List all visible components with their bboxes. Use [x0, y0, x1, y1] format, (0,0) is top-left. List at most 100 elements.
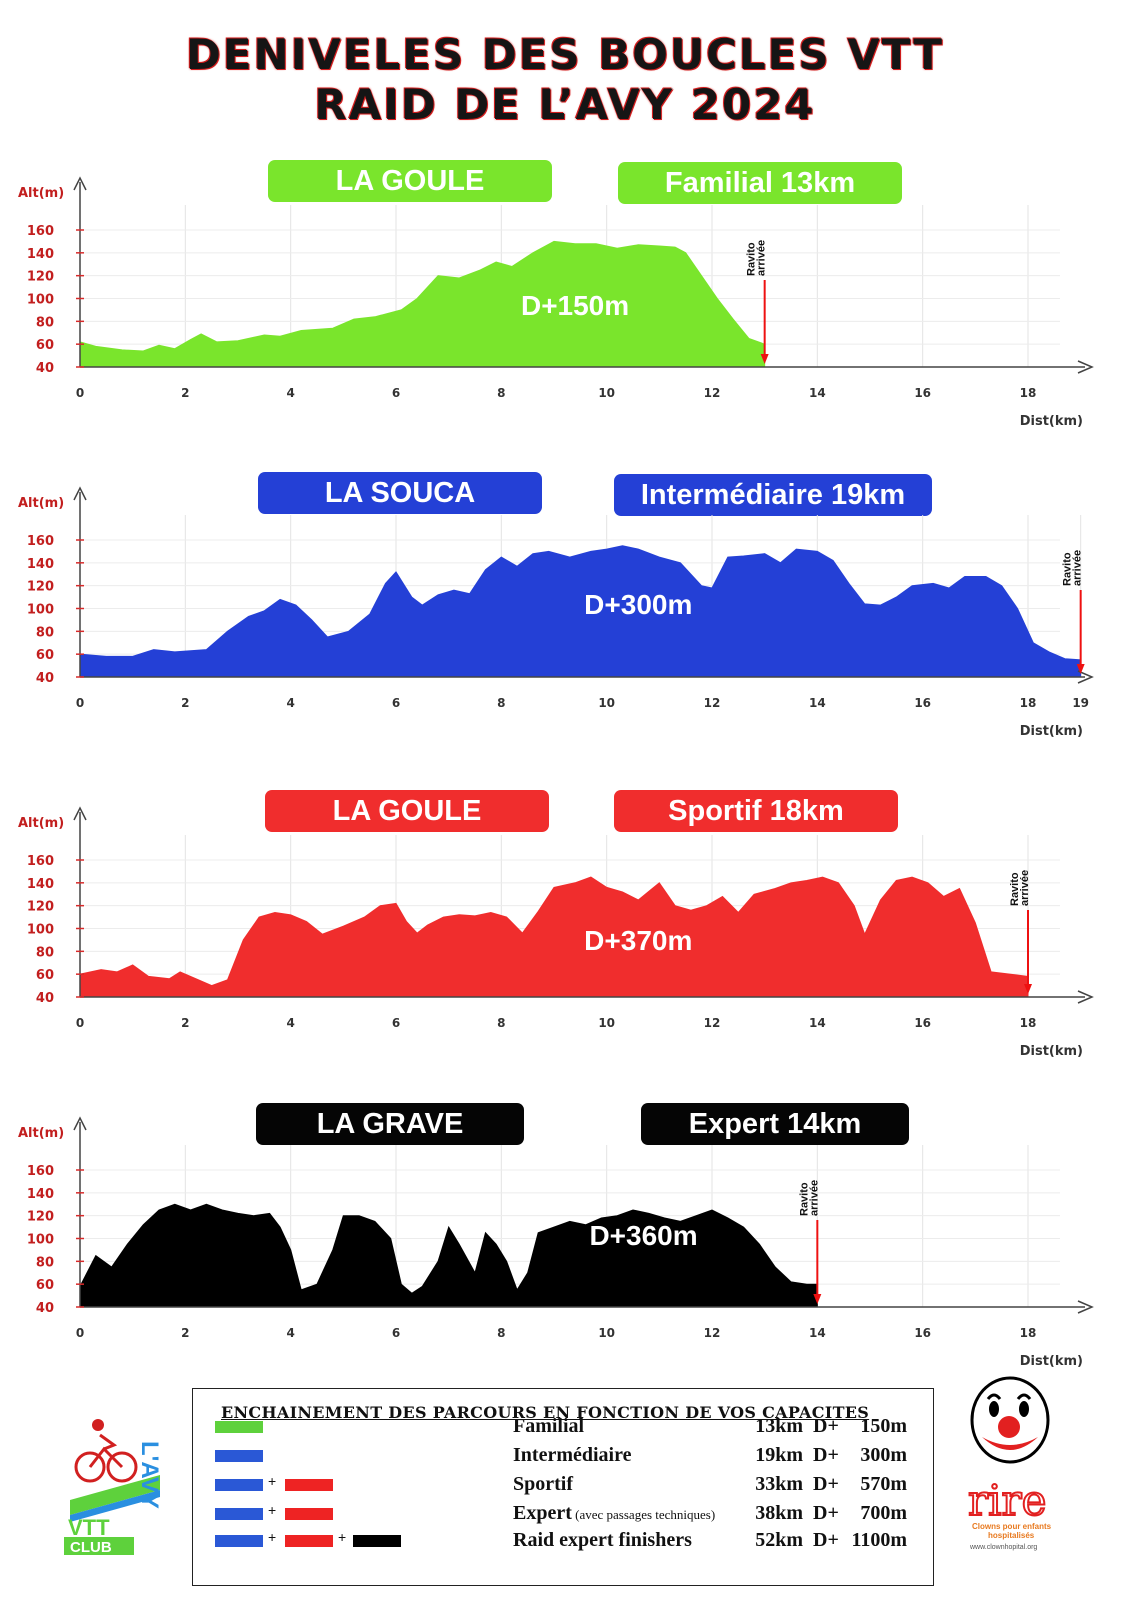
- elevation-gain-label: D+150m: [521, 290, 629, 321]
- loop-name-pill: LA GRAVE: [256, 1103, 524, 1145]
- elevation-area: [79, 545, 1082, 678]
- ravito-label: Ravitoarrivée: [1062, 550, 1084, 586]
- x-axis-label: Dist(km): [1020, 1354, 1083, 1369]
- x-tick-label: 2: [181, 696, 189, 710]
- y-tick-label: 160: [27, 534, 54, 549]
- x-tick-label: 6: [392, 1326, 400, 1340]
- y-tick-label: 40: [36, 1301, 54, 1316]
- legend-course-name: Raid expert finishers: [513, 1529, 692, 1551]
- y-tick-label: 80: [36, 315, 54, 330]
- legend-elevation: 570m: [860, 1473, 907, 1495]
- level-pill: Familial 13km: [618, 162, 902, 204]
- plus-sign: +: [338, 1529, 347, 1545]
- blue-course-bar: [215, 1479, 263, 1491]
- x-tick-label: 8: [497, 696, 505, 710]
- ravito-arrow-icon: [1024, 984, 1032, 994]
- x-tick-label: 4: [286, 696, 294, 710]
- x-tick-label: 19: [1072, 696, 1089, 710]
- x-tick-label: 0: [76, 1016, 84, 1030]
- ravito-label: Ravitoarrivée: [798, 1180, 820, 1216]
- y-tick-label: 140: [27, 557, 54, 572]
- y-axis-arrow-icon: [73, 486, 87, 501]
- x-tick-label: 2: [181, 386, 189, 400]
- x-axis-arrow-icon: [1077, 1300, 1094, 1314]
- legend-distance: 52km: [755, 1529, 803, 1551]
- y-tick-label: 40: [36, 671, 54, 686]
- legend-row: + Expert (avec passages techniques) 38km D+…: [193, 1502, 933, 1528]
- y-tick-label: 120: [27, 1210, 54, 1225]
- y-tick-label: 160: [27, 854, 54, 869]
- legend-course-name: Intermédiaire: [513, 1444, 632, 1466]
- y-axis-label: Alt(m): [18, 1126, 64, 1141]
- y-tick-label: 100: [27, 1233, 54, 1248]
- legend-dplus: D+: [813, 1502, 839, 1524]
- elevation-gain-label: D+370m: [584, 925, 692, 956]
- y-tick-label: 140: [27, 1187, 54, 1202]
- x-tick-label: 14: [809, 1016, 826, 1030]
- plus-sign: +: [268, 1502, 277, 1518]
- legend-row: Intermédiaire 19km D+ 300m: [193, 1444, 933, 1470]
- elevation-chart: 40 60 80 100 120 140 160 0 2 4 6 8 10 12 14 16 18 Alt(m) D…: [18, 806, 1094, 1059]
- rire-tagline-1: Clowns pour enfants: [972, 1522, 1052, 1531]
- x-tick-label: 0: [76, 696, 84, 710]
- x-axis-arrow-icon: [1077, 360, 1094, 374]
- y-tick-label: 100: [27, 603, 54, 618]
- plus-sign: +: [268, 1473, 277, 1489]
- x-tick-label: 8: [497, 1326, 505, 1340]
- y-axis-arrow-icon: [73, 806, 87, 821]
- x-tick-label: 14: [809, 696, 826, 710]
- x-tick-label: 0: [76, 1326, 84, 1340]
- blue-course-bar: [215, 1508, 263, 1520]
- elevation-chart: 40 60 80 100 120 140 160 0 2 4 6 8 10 12 14 16 18 Alt(m) D…: [18, 1116, 1094, 1369]
- x-tick-label: 16: [914, 1016, 931, 1030]
- x-tick-label: 8: [497, 1016, 505, 1030]
- legend-dplus: D+: [813, 1415, 839, 1437]
- vtt-club-logo: VTT CLUB L'AVY: [60, 1405, 170, 1556]
- x-tick-label: 4: [286, 386, 294, 400]
- x-tick-label: 10: [598, 1326, 615, 1340]
- rire-clown-logo: rire Clowns pour enfants hospitalisés ww…: [960, 1375, 1070, 1565]
- y-tick-label: 120: [27, 900, 54, 915]
- y-tick-label: 60: [36, 1278, 54, 1293]
- red-course-bar: [285, 1479, 333, 1491]
- legend-course-name: Familial: [513, 1415, 585, 1437]
- plus-sign: +: [268, 1529, 277, 1545]
- x-tick-label: 12: [704, 386, 721, 400]
- legend-dplus: D+: [813, 1444, 839, 1466]
- x-tick-label: 12: [704, 1326, 721, 1340]
- y-tick-label: 60: [36, 968, 54, 983]
- y-axis-label: Alt(m): [18, 816, 64, 831]
- legend-elevation: 1100m: [851, 1529, 907, 1551]
- green-course-bar: [215, 1421, 263, 1433]
- elevation-panel-familial: LA GOULE Familial 13km 40 60 80 100 120 140 16…: [0, 150, 1130, 450]
- rire-tagline-2: hospitalisés: [988, 1531, 1035, 1540]
- x-tick-label: 18: [1020, 1326, 1037, 1340]
- rire-url: www.clownhopital.org: [969, 1544, 1037, 1551]
- x-axis-label: Dist(km): [1020, 1044, 1083, 1059]
- legend-course-name: Expert (avec passages techniques): [513, 1502, 716, 1524]
- level-pill: Sportif 18km: [614, 790, 898, 832]
- elevation-chart: 40 60 80 100 120 140 160 0 2 4 6 8 10 12 14 16 18 19 Alt(m…: [18, 486, 1094, 739]
- legend-elevation: 300m: [860, 1444, 907, 1466]
- legend-distance: 38km: [755, 1502, 803, 1524]
- ravito-label: Ravitoarrivée: [1009, 870, 1031, 906]
- course-sequence-legend: ENCHAINEMENT DES PARCOURS EN FONCTION DE…: [192, 1388, 934, 1586]
- red-course-bar: [285, 1508, 333, 1520]
- ravito-label: Ravitoarrivée: [746, 240, 768, 276]
- x-tick-label: 2: [181, 1016, 189, 1030]
- y-tick-label: 160: [27, 224, 54, 239]
- y-tick-label: 40: [36, 361, 54, 376]
- elevation-panel-intermediaire: LA SOUCA Intermédiaire 19km 40 60 80 100 120…: [0, 460, 1130, 760]
- x-tick-label: 4: [286, 1326, 294, 1340]
- elevation-panel-sportif: LA GOULE Sportif 18km 40 60 80 100 120 140 160…: [0, 780, 1130, 1080]
- loop-name-pill: LA GOULE: [268, 160, 552, 202]
- x-axis-arrow-icon: [1077, 670, 1094, 684]
- y-tick-label: 140: [27, 247, 54, 262]
- y-tick-label: 40: [36, 991, 54, 1006]
- level-pill: Intermédiaire 19km: [614, 474, 932, 516]
- y-tick-label: 60: [36, 648, 54, 663]
- x-tick-label: 10: [598, 1016, 615, 1030]
- legend-elevation: 700m: [860, 1502, 907, 1524]
- legend-row: Familial 13km D+ 150m: [193, 1415, 933, 1441]
- x-tick-label: 0: [76, 386, 84, 400]
